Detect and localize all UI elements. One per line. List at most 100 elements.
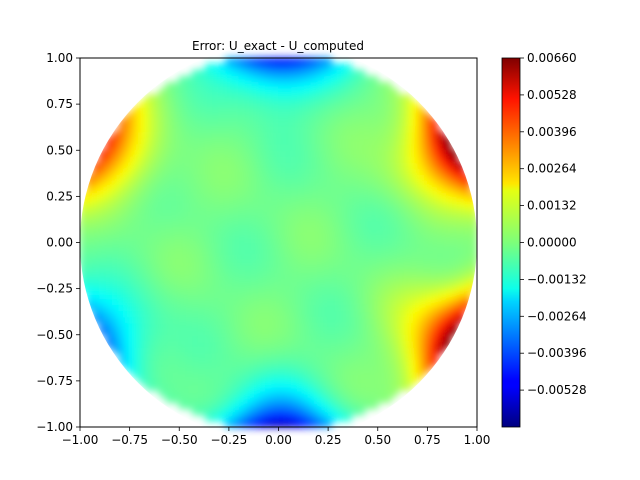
heatmap-cell (416, 309, 425, 317)
heatmap-cell (443, 272, 452, 280)
heatmap-cell (337, 155, 346, 164)
heatmap-cell (310, 131, 319, 139)
heatmap-cell (390, 155, 399, 164)
heatmap-cell (205, 407, 213, 416)
heatmap-cell (357, 241, 366, 250)
heatmap-cell (165, 334, 174, 342)
heatmap-cell (211, 346, 220, 354)
heatmap-cell (238, 180, 247, 188)
heatmap-cell (410, 266, 419, 274)
heatmap-cell (317, 260, 326, 268)
heatmap-cell (377, 125, 385, 133)
heatmap-cell (152, 180, 160, 188)
heatmap-cell (337, 254, 346, 262)
heatmap-cell (264, 334, 273, 342)
heatmap-cell (370, 328, 379, 336)
heatmap-cell (231, 168, 240, 176)
heatmap-cell (99, 168, 108, 176)
heatmap-cell (344, 364, 352, 373)
heatmap-cell (337, 377, 346, 385)
heatmap-cell (165, 82, 174, 90)
colorbar-tick-label: −0.00396 (527, 346, 587, 360)
heatmap-cell (403, 241, 412, 250)
heatmap-cell (172, 272, 180, 280)
heatmap-cell (430, 180, 438, 188)
heatmap-cell (231, 149, 240, 157)
heatmap-cell (304, 106, 313, 114)
heatmap-cell (264, 260, 273, 268)
heatmap-cell (284, 248, 293, 256)
heatmap-cell (436, 205, 445, 213)
heatmap-cell (231, 291, 240, 299)
heatmap-cell (258, 118, 266, 127)
heatmap-cell (416, 155, 425, 164)
heatmap-cell (145, 297, 154, 305)
heatmap-cell (463, 205, 471, 213)
heatmap-cell (317, 315, 326, 324)
heatmap-cell (138, 217, 147, 225)
heatmap-cell (277, 198, 286, 207)
heatmap-cell (224, 254, 233, 262)
heatmap-cell (469, 260, 477, 268)
heatmap-cell (244, 297, 253, 305)
heatmap-cell (158, 346, 167, 354)
heatmap-cell (132, 143, 141, 151)
heatmap-cell (158, 198, 167, 207)
heatmap-cell (363, 266, 372, 274)
heatmap-cell (205, 291, 213, 299)
heatmap-cell (158, 155, 167, 164)
heatmap-cell (416, 143, 425, 151)
colorbar-tick-label: −0.00132 (527, 272, 587, 286)
heatmap-cell (297, 155, 306, 164)
heatmap-cell (370, 174, 379, 182)
heatmap-cell (211, 358, 220, 367)
heatmap-cell (357, 235, 366, 244)
heatmap-cell (337, 168, 346, 176)
heatmap-cell (377, 174, 385, 182)
heatmap-cell (138, 137, 147, 145)
heatmap-cell (370, 223, 379, 231)
heatmap-cell (310, 389, 319, 397)
heatmap-cell (284, 106, 293, 114)
heatmap-cell (416, 168, 425, 176)
heatmap-cell (310, 217, 319, 225)
heatmap-cell (397, 321, 405, 330)
heatmap-cell (416, 248, 425, 256)
heatmap-cell (244, 254, 253, 262)
heatmap-cell (251, 266, 260, 274)
heatmap-cell (363, 155, 372, 164)
heatmap-cell (324, 358, 333, 367)
heatmap-cell (443, 254, 452, 262)
heatmap-cell (403, 174, 412, 182)
heatmap-cell (198, 229, 207, 237)
heatmap-cell (383, 364, 392, 373)
heatmap-cell (310, 248, 319, 256)
heatmap-cell (337, 198, 346, 207)
heatmap-cell (178, 174, 187, 182)
heatmap-cell (277, 63, 286, 71)
heatmap-cell (244, 291, 253, 299)
heatmap-cell (383, 340, 392, 348)
heatmap-cell (165, 383, 174, 391)
heatmap-cell (330, 278, 339, 287)
heatmap-cell (251, 63, 260, 71)
heatmap-cell (390, 198, 399, 207)
heatmap-cell (410, 248, 419, 256)
heatmap-cell (317, 340, 326, 348)
heatmap-cell (284, 407, 293, 416)
heatmap-cell (397, 340, 405, 348)
heatmap-cell (172, 155, 180, 164)
heatmap-cell (317, 272, 326, 280)
heatmap-cell (443, 334, 452, 342)
heatmap-cell (324, 340, 333, 348)
heatmap-cell (211, 205, 220, 213)
heatmap-cell (125, 211, 134, 219)
heatmap-cell (264, 149, 273, 157)
heatmap-cell (231, 75, 240, 84)
heatmap-cell (165, 248, 174, 256)
heatmap-cell (165, 198, 174, 207)
heatmap-cell (324, 248, 333, 256)
heatmap-cell (251, 414, 260, 422)
heatmap-cell (304, 377, 313, 385)
heatmap-cell (158, 100, 167, 108)
